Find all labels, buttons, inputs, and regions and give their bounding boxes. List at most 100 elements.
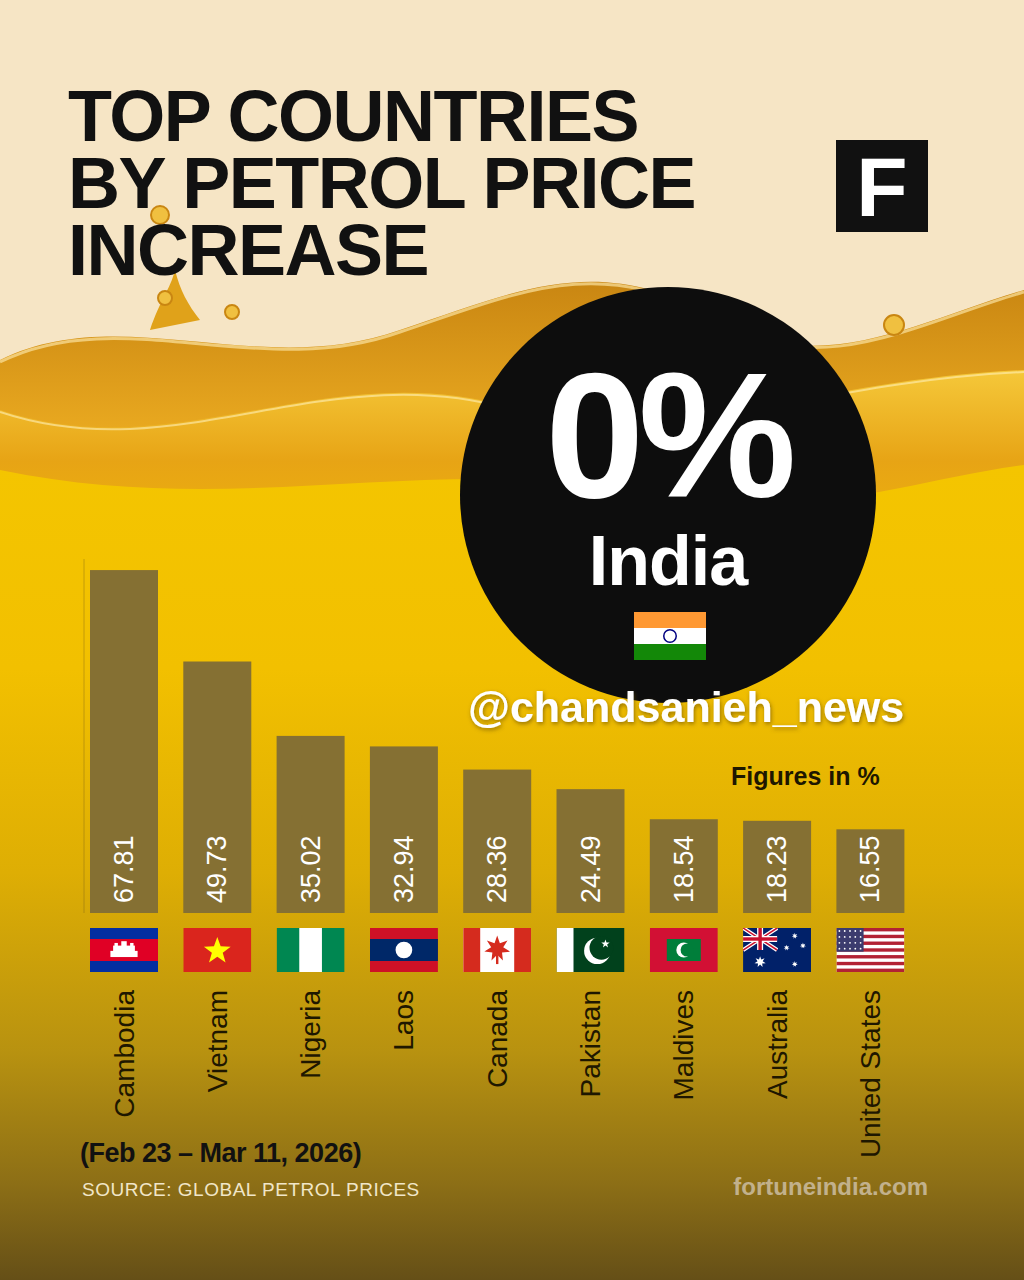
flag-part — [860, 936, 862, 938]
flag-part — [860, 930, 862, 932]
bar — [277, 736, 345, 913]
flag-part — [204, 937, 231, 962]
flag-part — [496, 954, 498, 964]
flag-part — [839, 930, 841, 932]
bar — [183, 662, 251, 913]
oil-droplet — [225, 305, 239, 319]
flag-part — [854, 936, 856, 938]
data-label: 16.55 — [855, 835, 885, 903]
flag — [743, 928, 811, 972]
flag-part — [844, 936, 846, 938]
flag-part — [844, 930, 846, 932]
flag-part — [463, 928, 480, 972]
flag-part — [277, 928, 345, 972]
highlight-circle — [460, 287, 876, 703]
credit: fortuneindia.com — [733, 1173, 928, 1200]
flag-part — [601, 939, 609, 947]
flag-part — [854, 942, 856, 944]
flag-part — [90, 939, 158, 961]
flag-part — [634, 612, 706, 628]
flag-part — [860, 942, 862, 944]
flag-part — [681, 943, 694, 956]
flag-part — [849, 930, 851, 932]
flag-part — [113, 946, 135, 952]
watermark: @chandsanieh_news — [468, 683, 904, 731]
flag-part — [849, 948, 851, 950]
flag-part — [121, 941, 126, 946]
flag-part — [114, 943, 117, 947]
flag — [650, 928, 718, 972]
flag-part — [800, 943, 806, 949]
flag-part — [743, 937, 777, 940]
flag — [370, 928, 438, 972]
flag-part — [183, 928, 251, 972]
flag-part — [90, 928, 158, 972]
category-label: Laos — [388, 990, 419, 1051]
flag-part — [370, 939, 438, 961]
flag-part — [849, 942, 851, 944]
data-label: 32.94 — [389, 835, 419, 903]
flag-part — [557, 928, 625, 972]
flag-part — [664, 630, 676, 642]
flag-part — [836, 928, 904, 972]
data-label: 18.23 — [762, 835, 792, 903]
flag-part — [110, 951, 137, 957]
chart: TOP COUNTRIESBY PETROL PRICEINCREASE F 67.… — [0, 0, 1024, 1280]
flag — [463, 928, 531, 972]
oil-droplet — [884, 315, 904, 335]
flag-part — [396, 942, 413, 959]
category-label: Maldives — [668, 990, 699, 1100]
subtitle: (Feb 23 – Mar 11, 2026) — [80, 1138, 361, 1168]
source: SOURCE: GLOBAL PETROL PRICES — [82, 1179, 420, 1200]
flag-part — [844, 948, 846, 950]
data-label: 18.54 — [669, 835, 699, 903]
flag-part — [463, 928, 531, 972]
data-label: 67.81 — [109, 835, 139, 903]
flag-part — [634, 628, 706, 644]
stage: TOP COUNTRIESBY PETROL PRICEINCREASE F 67.… — [0, 0, 1024, 1280]
category-label: Vietnam — [202, 990, 233, 1092]
category-label: United States — [855, 990, 886, 1158]
flag-part — [755, 956, 766, 967]
value-axis — [84, 559, 85, 913]
bar — [836, 829, 904, 913]
oil-droplet — [158, 291, 172, 305]
flag-part — [854, 948, 856, 950]
bar — [743, 821, 811, 913]
flag-part — [792, 961, 798, 967]
flag-part — [836, 928, 863, 952]
flag-part — [792, 933, 798, 939]
flag-part — [743, 928, 777, 950]
flag-part — [130, 943, 133, 947]
bar — [557, 789, 625, 913]
title: TOP COUNTRIESBY PETROL PRICEINCREASE — [68, 76, 695, 290]
flag — [183, 928, 251, 972]
category-label: Nigeria — [295, 990, 326, 1079]
category-label: Pakistan — [575, 990, 606, 1097]
flag — [634, 612, 706, 660]
oil-wave — [0, 282, 1024, 1280]
flag-part — [839, 942, 841, 944]
flag-part — [860, 948, 862, 950]
flag-part — [839, 936, 841, 938]
data-label: 24.49 — [576, 835, 606, 903]
category-label: Australia — [762, 990, 793, 1099]
flag-part — [844, 942, 846, 944]
background-top — [0, 0, 1024, 1280]
bar — [650, 819, 718, 913]
flag-part — [590, 936, 614, 960]
flag-part — [634, 644, 706, 660]
logo: F — [856, 140, 907, 234]
flag-part — [514, 928, 531, 972]
flag — [557, 928, 625, 972]
flag-part — [299, 928, 322, 972]
flag-part — [370, 928, 438, 972]
category-label: Cambodia — [109, 990, 140, 1118]
flag-part — [650, 928, 718, 972]
flag-part — [784, 945, 790, 951]
flag-part — [743, 928, 777, 950]
flag-part — [849, 936, 851, 938]
unit-note: Figures in % — [731, 762, 880, 790]
title-line: INCREASE — [68, 210, 428, 290]
bar — [370, 746, 438, 913]
